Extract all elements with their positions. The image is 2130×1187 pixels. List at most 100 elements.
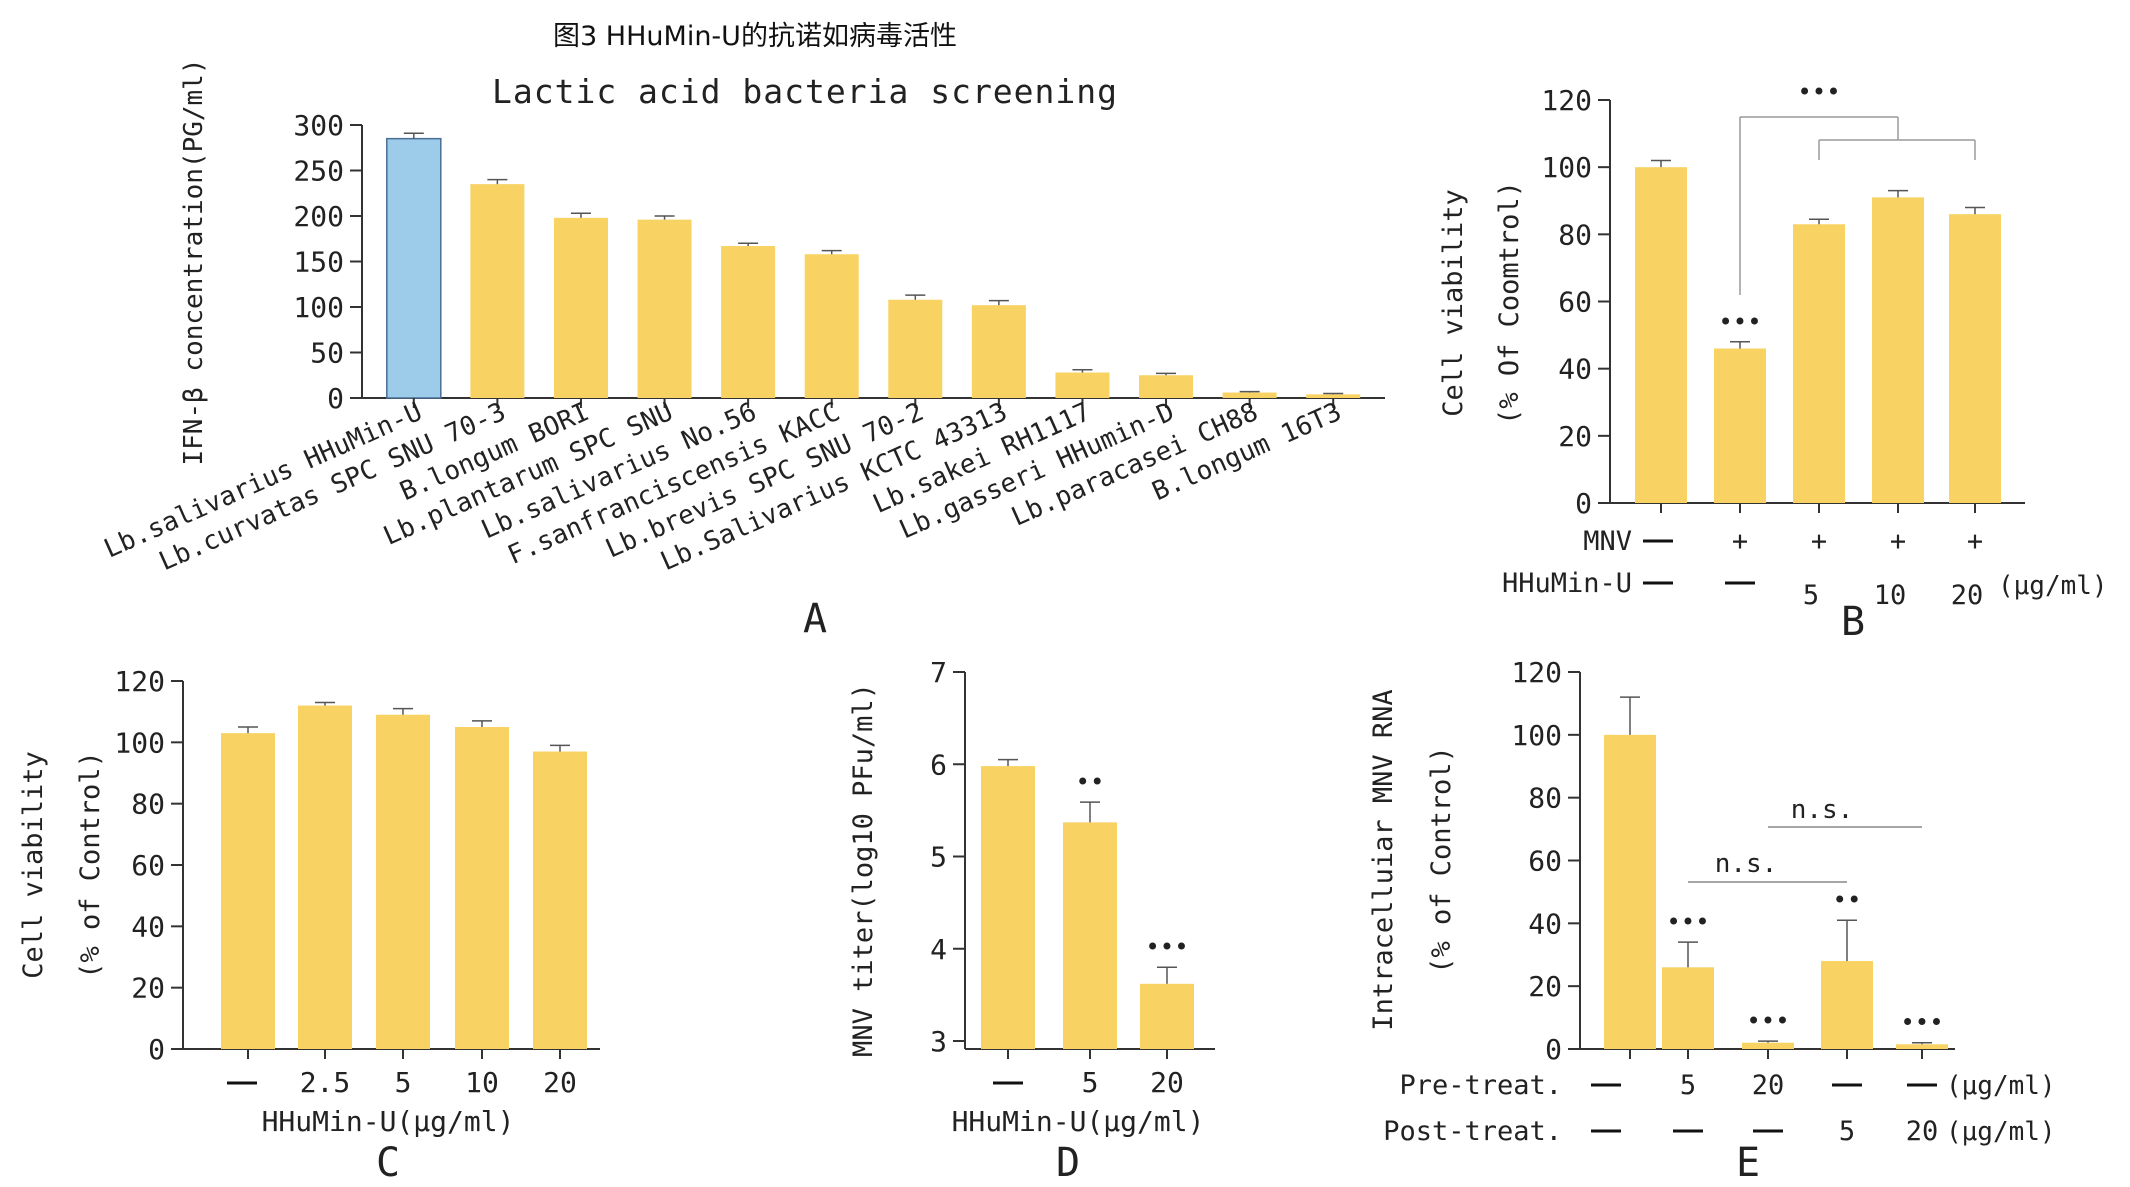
table-cell: 5 (1680, 1070, 1696, 1101)
unit-label: (μg/ml) (1946, 1117, 2056, 1147)
y-tick-label: 250 (293, 155, 344, 188)
bar (1662, 967, 1714, 1049)
bar (221, 733, 275, 1049)
bar (553, 217, 608, 398)
y-tick-label: 20 (131, 972, 165, 1005)
bar (1793, 224, 1845, 503)
table-cell: 10 (1874, 580, 1907, 611)
x-tick-label: 5 (395, 1066, 412, 1099)
figure-title: 图3 HHuMin-U的抗诺如病毒活性 (553, 21, 957, 52)
x-tick-label: 20 (1150, 1066, 1184, 1099)
unit-label: (μg/ml) (1946, 1071, 2056, 1101)
y-tick-label: 60 (1528, 845, 1562, 878)
bar (1896, 1044, 1948, 1049)
bar (386, 137, 442, 399)
y-tick-label: 6 (930, 748, 947, 781)
table-cell: + (1967, 526, 1983, 557)
significance-mark: ••• (1718, 308, 1761, 336)
bar (298, 705, 352, 1049)
bar (888, 299, 943, 398)
significance-mark: ••• (1666, 908, 1709, 936)
bar (1604, 734, 1656, 1049)
chart-title: Lactic acid bacteria screening (492, 72, 1118, 111)
table-cell: + (1811, 526, 1827, 557)
unit-label: (μg/ml) (1998, 571, 2108, 601)
y-tick-label: 0 (1545, 1033, 1562, 1066)
y-tick-label: 4 (930, 933, 947, 966)
bar (1063, 822, 1117, 1049)
y-tick-label: 80 (1528, 782, 1562, 815)
y-tick-label: 120 (1541, 84, 1592, 117)
y-axis-label: Cell viability (1438, 189, 1469, 417)
bar (637, 219, 692, 398)
bar (721, 246, 776, 398)
y-tick-label: 0 (148, 1033, 165, 1066)
y-axis-label: Cell viability (18, 751, 49, 979)
significance-mark: ••• (1145, 933, 1188, 961)
y-tick-label: 20 (1528, 970, 1562, 1003)
y-tick-label: 60 (131, 849, 165, 882)
y-tick-label: 20 (1558, 420, 1592, 453)
y-tick-label: 3 (930, 1025, 947, 1058)
bar (1055, 372, 1110, 398)
y-tick-label: 120 (114, 665, 165, 698)
y-tick-label: 0 (327, 382, 344, 415)
bar (981, 766, 1035, 1049)
y-tick-label: 50 (310, 337, 344, 370)
panel-label-a: A (803, 596, 827, 642)
bar (1635, 167, 1687, 503)
row-label: MNV (1583, 526, 1632, 557)
bar (1872, 197, 1924, 503)
bar (1714, 348, 1766, 503)
y-axis-label: MNV titer(log10 PFu/ml) (848, 683, 879, 1057)
bar (1742, 1042, 1794, 1049)
row-label: Pre-treat. (1399, 1070, 1562, 1101)
y-tick-label: 5 (930, 841, 947, 874)
bar (455, 727, 509, 1049)
significance-mark: ••• (1797, 78, 1840, 106)
table-cell: + (1732, 526, 1748, 557)
y-tick-label: 40 (1528, 907, 1562, 940)
significance-mark: •• (1833, 886, 1862, 914)
table-cell: 20 (1752, 1070, 1785, 1101)
table-cell: 5 (1839, 1116, 1855, 1147)
ns-label: n.s. (1791, 795, 1854, 825)
x-axis-label: HHuMin-U(μg/ml) (262, 1105, 515, 1138)
y-tick-label: 7 (930, 656, 947, 689)
panel-label-b: B (1841, 599, 1865, 645)
y-tick-label: 100 (1541, 151, 1592, 184)
bar (1306, 394, 1361, 398)
x-axis-label: HHuMin-U(μg/ml) (952, 1105, 1205, 1138)
y-tick-label: 100 (1511, 719, 1562, 752)
bar (533, 751, 587, 1049)
y-tick-label: 0 (1575, 487, 1592, 520)
y-tick-label: 100 (293, 291, 344, 324)
row-label: Post-treat. (1383, 1116, 1562, 1147)
row-label: HHuMin-U (1502, 568, 1632, 599)
significance-mark: •• (1076, 768, 1105, 796)
bar (376, 714, 430, 1049)
bar (1222, 392, 1277, 398)
x-tick-label: 20 (543, 1066, 577, 1099)
bar (470, 184, 525, 398)
table-cell: 20 (1906, 1116, 1939, 1147)
x-tick-label: 5 (1082, 1066, 1099, 1099)
x-tick-label: 10 (465, 1066, 499, 1099)
bar (804, 254, 859, 398)
panel-label-c: C (376, 1140, 400, 1186)
bar (1139, 375, 1194, 398)
x-tick-label: 2.5 (300, 1066, 351, 1099)
y-tick-label: 60 (1558, 286, 1592, 319)
y-axis-label-2: (% Of Coomtrol) (1494, 181, 1525, 425)
y-tick-label: 200 (293, 200, 344, 233)
ns-label: n.s. (1715, 849, 1778, 879)
bar (971, 305, 1026, 398)
table-cell: 5 (1803, 580, 1819, 611)
significance-mark: ••• (1746, 1007, 1789, 1035)
y-tick-label: 40 (131, 910, 165, 943)
y-tick-label: 100 (114, 726, 165, 759)
significance-mark: ••• (1900, 1009, 1943, 1037)
y-axis-label: IFN-β concentration(PG/ml) (179, 59, 209, 466)
table-cell: + (1890, 526, 1906, 557)
